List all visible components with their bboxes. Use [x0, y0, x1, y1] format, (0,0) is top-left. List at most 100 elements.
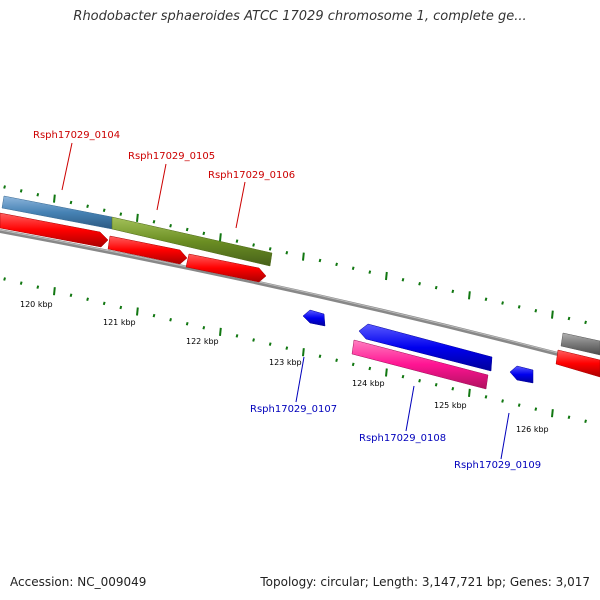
- leader-line-0107: [295, 356, 305, 403]
- cds-feature-0108[interactable]: [351, 339, 489, 390]
- accession-text: Accession: NC_009049: [10, 575, 147, 589]
- tick-lower-minor: [252, 338, 255, 342]
- tick-upper-minor: [3, 185, 6, 189]
- cds-red-partial[interactable]: [555, 349, 600, 378]
- tick-lower-minor: [517, 403, 521, 407]
- tick-lower-minor: [102, 301, 106, 306]
- tick-lower-minor: [202, 326, 206, 330]
- scale-label-126: 126 kbp: [516, 425, 549, 434]
- cds-arrow-0108[interactable]: [358, 323, 493, 372]
- tick-lower-minor: [86, 297, 89, 302]
- tick-lower-major: [551, 409, 554, 418]
- tick-lower-minor: [451, 387, 455, 391]
- tick-upper-minor: [318, 258, 322, 263]
- tick-lower-minor: [19, 281, 23, 285]
- tick-upper-minor: [86, 204, 89, 209]
- tick-lower-minor: [318, 354, 322, 359]
- tick-lower-minor: [368, 366, 372, 371]
- scale-label-121: 121 kbp: [103, 318, 136, 327]
- tick-lower-minor: [351, 362, 355, 367]
- forward-gene-labels: Rsph17029_0104 Rsph17029_0105 Rsph17029_…: [33, 130, 295, 229]
- tick-lower-minor: [484, 395, 488, 399]
- tick-lower-minor: [185, 321, 189, 326]
- tick-upper-minor: [418, 281, 421, 286]
- tick-upper-major: [302, 252, 305, 261]
- gene-label-0105[interactable]: Rsph17029_0105: [128, 151, 215, 162]
- leader-line-0104: [61, 142, 73, 191]
- tick-upper-minor: [484, 297, 488, 301]
- tick-lower-minor: [119, 305, 123, 310]
- cds-arrow-0105[interactable]: [107, 235, 188, 265]
- cds-arrow-0106[interactable]: [185, 253, 267, 283]
- cds-arrow-0109[interactable]: [509, 365, 534, 384]
- tick-lower-major: [136, 307, 139, 316]
- tick-upper-minor: [69, 200, 73, 205]
- tick-lower-minor: [3, 277, 6, 281]
- tick-row-lower: [3, 277, 587, 424]
- tick-lower-minor: [401, 374, 405, 379]
- tick-upper-minor: [567, 316, 571, 321]
- tick-lower-major: [385, 368, 388, 377]
- tick-lower-minor: [69, 293, 73, 298]
- cds-feature-0105[interactable]: [111, 216, 273, 267]
- tick-lower-major: [302, 348, 305, 357]
- tick-upper-minor: [401, 278, 405, 282]
- tick-lower-minor: [285, 346, 289, 350]
- gene-label-0109[interactable]: Rsph17029_0109: [454, 460, 541, 471]
- tick-upper-minor: [185, 227, 189, 232]
- tick-upper-major: [468, 291, 471, 300]
- tick-upper-minor: [434, 285, 438, 290]
- tick-row-upper: [3, 185, 587, 325]
- page-title: Rhodobacter sphaeroides ATCC 17029 chrom…: [73, 9, 527, 24]
- cds-arrow-0104[interactable]: [0, 212, 109, 248]
- reverse-gene-labels: Rsph17029_0107 Rsph17029_0108 Rsph17029_…: [250, 356, 541, 471]
- tick-upper-minor: [119, 212, 123, 216]
- tick-lower-minor: [501, 399, 504, 403]
- tick-upper-major: [219, 233, 222, 242]
- gene-label-0104[interactable]: Rsph17029_0104: [33, 130, 120, 141]
- tick-upper-minor: [36, 192, 40, 197]
- tick-lower-major: [219, 327, 222, 336]
- leader-line-0109: [500, 412, 510, 460]
- tick-upper-major: [136, 213, 139, 222]
- tick-lower-minor: [152, 313, 156, 318]
- cds-arrow-0107[interactable]: [302, 309, 326, 327]
- tick-upper-minor: [335, 262, 338, 267]
- tick-lower-major: [468, 388, 471, 397]
- gene-label-0106[interactable]: Rsph17029_0106: [208, 170, 295, 181]
- tick-lower-minor: [169, 317, 172, 322]
- scale-label-125: 125 kbp: [434, 401, 467, 410]
- tick-lower-minor: [36, 285, 40, 289]
- tick-upper-minor: [451, 289, 455, 294]
- gene-label-0108[interactable]: Rsph17029_0108: [359, 433, 446, 444]
- tick-upper-minor: [517, 305, 521, 309]
- tick-lower-minor: [567, 415, 571, 420]
- tick-lower-minor: [235, 334, 239, 338]
- leader-line-0105: [156, 163, 167, 211]
- tick-upper-minor: [152, 220, 156, 224]
- genome-backbone-highlight: [0, 229, 600, 365]
- tick-lower-minor: [434, 382, 438, 387]
- tick-lower-major: [53, 287, 56, 296]
- scale-label-122: 122 kbp: [186, 337, 219, 346]
- tick-upper-minor: [351, 266, 355, 270]
- tick-upper-minor: [501, 301, 504, 305]
- tick-upper-major: [385, 271, 388, 281]
- genome-stats-text: Topology: circular; Length: 3,147,721 bp…: [260, 575, 590, 589]
- cds-gray-partial[interactable]: [560, 332, 600, 356]
- tick-upper-minor: [19, 189, 23, 193]
- tick-upper-minor: [268, 247, 272, 251]
- tick-lower-minor: [534, 407, 538, 411]
- forward-features: [1, 195, 600, 356]
- tick-lower-minor: [418, 378, 421, 383]
- gene-label-0107[interactable]: Rsph17029_0107: [250, 404, 337, 415]
- scale-label-124: 124 kbp: [352, 379, 385, 388]
- tick-upper-minor: [584, 320, 587, 325]
- tick-upper-minor: [102, 208, 106, 212]
- genome-backbone: [0, 229, 600, 367]
- leader-line-0108: [405, 385, 415, 432]
- scale-label-123: 123 kbp: [269, 358, 302, 367]
- tick-upper-major: [551, 310, 554, 319]
- tick-lower-minor: [335, 358, 338, 363]
